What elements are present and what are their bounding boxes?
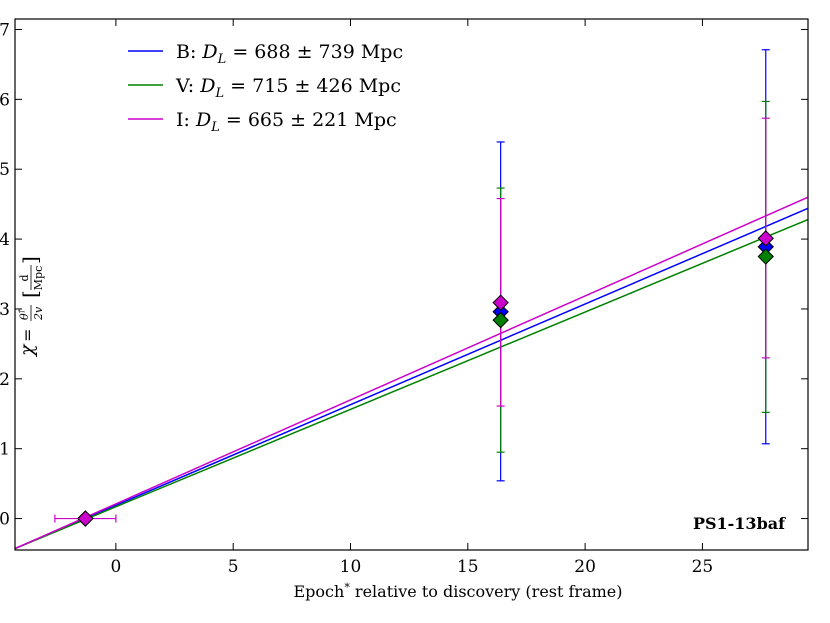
axis-tick-labels: 0 5 10 15 20 25 0.00 0.01 0.02 0.03 0.04 0.05 0.06 0.…	[0, 20, 713, 577]
plot-area	[15, 19, 808, 550]
markers	[77, 230, 774, 527]
y-tick-label: 0.04	[0, 230, 10, 250]
data-point-i	[492, 294, 509, 311]
y-tick-label: 0.03	[0, 300, 10, 320]
y-tick-label: 0.07	[0, 20, 10, 40]
y-label-left-bracket: [	[18, 290, 42, 298]
x-axis-label-epoch: Epoch	[294, 582, 345, 601]
y-label-right-bracket: ]	[18, 256, 42, 264]
fit-line-b	[14, 207, 809, 550]
legend-label-b: B: DL = 688 ± 739 Mpc	[176, 41, 403, 67]
x-tick-label: 25	[692, 557, 714, 577]
axis-ticks	[15, 19, 808, 550]
y-tick-label: 0.05	[0, 160, 10, 180]
y-label-equals: =	[18, 329, 37, 342]
legend-label-v: V: DL = 715 ± 426 Mpc	[175, 75, 401, 101]
y-tick-label: 0.01	[0, 440, 10, 460]
y-tick-label: 0.00	[0, 510, 10, 530]
data-point-v	[492, 311, 509, 329]
y-label-d: d	[18, 274, 31, 281]
y-label-chi: χ	[16, 343, 38, 358]
y-axis-label: χ = θ† 2v [ d Mpc ]	[16, 256, 45, 358]
x-axis-label-star: *	[344, 581, 350, 594]
y-label-theta: θ†	[17, 308, 32, 320]
x-tick-label: 15	[457, 557, 479, 577]
fit-line-i	[14, 196, 809, 550]
x-tick-label: 5	[228, 557, 239, 577]
x-axis-label-rest: relative to discovery (rest frame)	[350, 582, 623, 601]
fit-line-v	[14, 218, 809, 550]
legend: B: DL = 688 ± 739 Mpc V: DL = 715 ± 426 M…	[128, 41, 403, 135]
data-point-v	[757, 248, 774, 265]
x-tick-label: 0	[110, 557, 121, 577]
data-point-i	[757, 230, 774, 247]
legend-label-i: I: DL = 665 ± 221 Mpc	[176, 109, 397, 135]
x-tick-label: 10	[340, 557, 362, 577]
x-axis-label: Epoch* relative to discovery (rest frame…	[294, 581, 623, 602]
data-point-i	[77, 510, 94, 527]
y-tick-label: 0.06	[0, 90, 10, 110]
y-label-mpc: Mpc	[32, 266, 45, 290]
y-tick-label: 0.02	[0, 370, 10, 390]
x-tick-label: 20	[574, 557, 596, 577]
fit-lines	[14, 196, 809, 550]
y-label-two-v: 2v	[32, 306, 45, 321]
plot-frame	[14, 18, 809, 551]
annotation-label: PS1-13baf	[693, 514, 786, 533]
